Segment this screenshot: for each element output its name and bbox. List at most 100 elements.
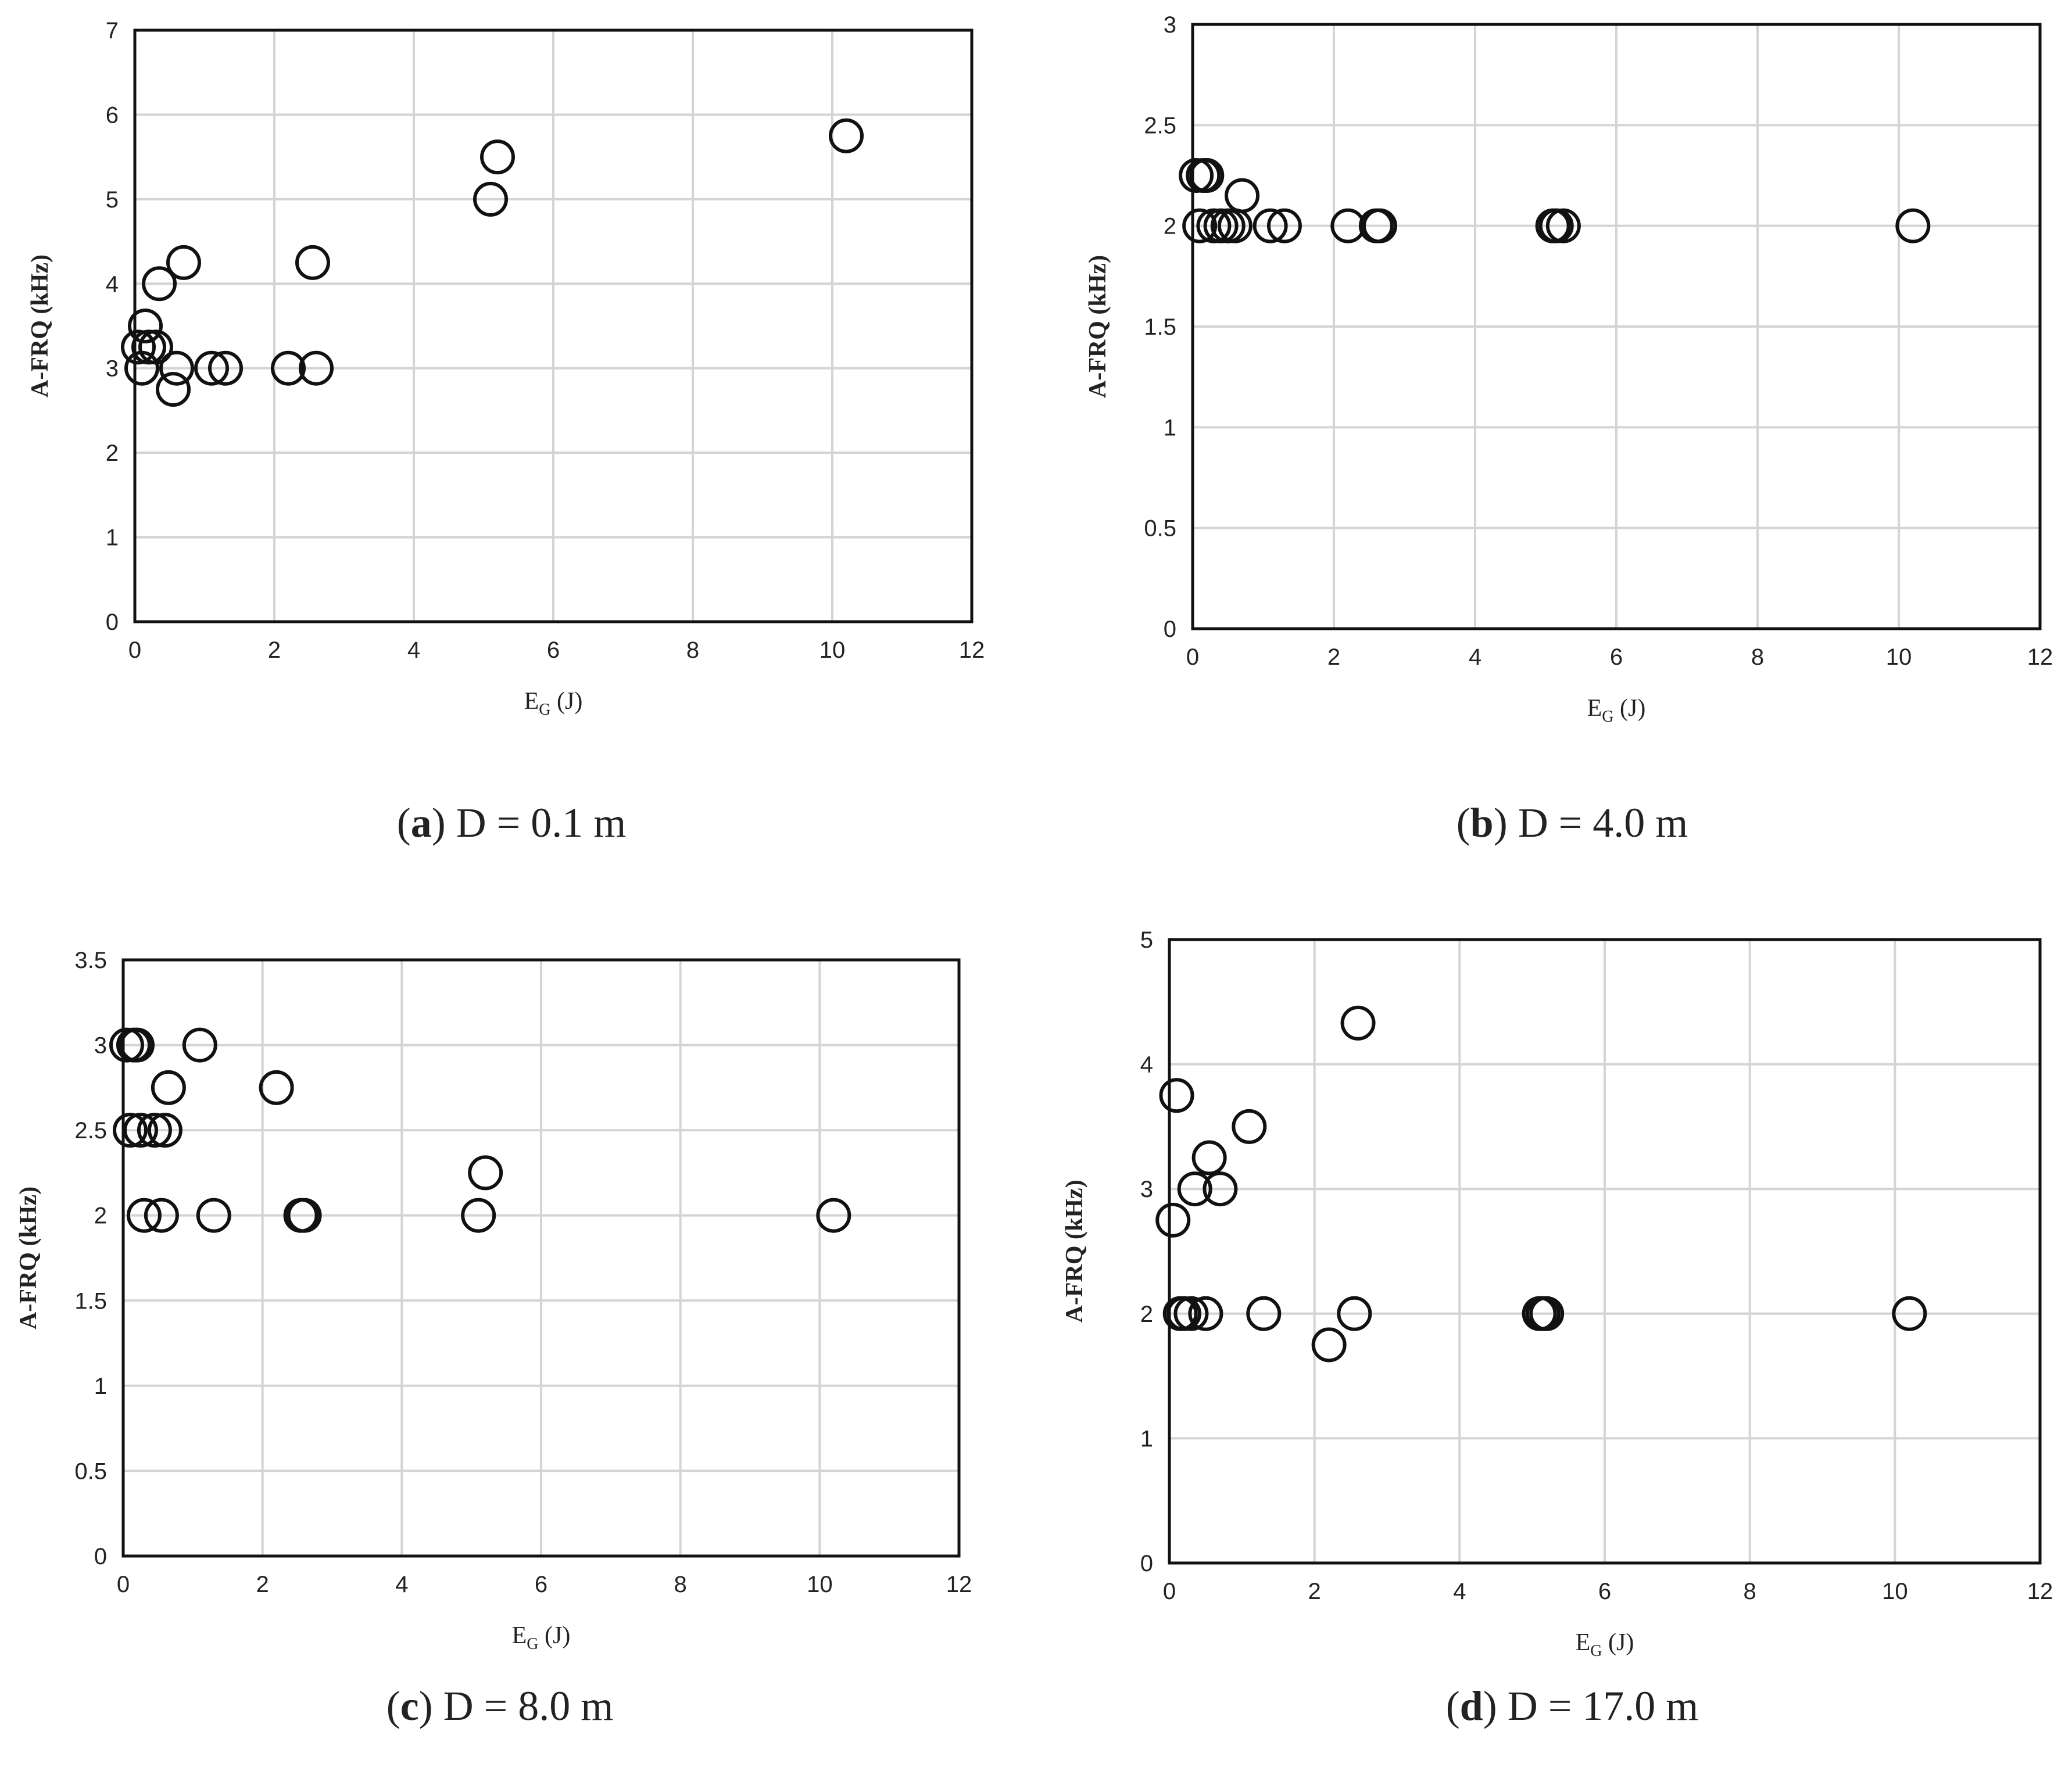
- caption-b: (b) D = 4.0 m: [1457, 800, 1688, 846]
- panel-c: 0 2 4 6 8 10 12 0 0.5 1 1.5 2 2.5 3 3.5 EG (J) A-FRQ (kH…: [15, 948, 972, 1653]
- x-tick-label: 8: [674, 1572, 687, 1597]
- x-tick-label: 4: [1453, 1579, 1466, 1604]
- y-axis-label: A-FRQ (kHz): [1061, 1180, 1088, 1322]
- y-axis-label: A-FRQ (kHz): [15, 1186, 42, 1329]
- data-point: [1173, 1296, 1209, 1331]
- y-tick-label: 2: [1140, 1302, 1153, 1327]
- data-point: [480, 139, 515, 175]
- data-point: [1362, 208, 1397, 243]
- y-tick-label: 0: [106, 610, 119, 635]
- x-tick-label: 8: [686, 637, 699, 663]
- x-tick-label: 2: [1308, 1579, 1321, 1604]
- caption-c: (c) D = 8.0 m: [387, 1683, 614, 1729]
- data-point: [1189, 158, 1225, 193]
- x-tick-label: 8: [1744, 1579, 1756, 1604]
- y-tick-label: 1: [1140, 1426, 1153, 1451]
- plot-frame: [1168, 938, 2042, 1565]
- data-point: [128, 309, 163, 343]
- x-tick-label: 0: [128, 637, 141, 663]
- y-tick-label: 2.5: [74, 1118, 107, 1143]
- x-axis-label: EG (J): [1587, 695, 1646, 726]
- data-point: [137, 1113, 172, 1148]
- data-point: [142, 266, 177, 302]
- x-tick-label: 0: [117, 1572, 130, 1597]
- plot-frame: [133, 28, 974, 623]
- y-tick-label: 5: [106, 187, 119, 213]
- data-point: [196, 1198, 231, 1233]
- data-point: [156, 372, 191, 407]
- y-tick-label: 0.5: [74, 1458, 107, 1484]
- y-tick-label: 2.5: [1144, 113, 1176, 138]
- data-point: [126, 1198, 162, 1233]
- data-point: [138, 329, 173, 365]
- y-tick-label: 1: [94, 1374, 107, 1399]
- x-axis-label: EG (J): [524, 688, 583, 719]
- y-tick-label: 2: [1164, 214, 1176, 239]
- data-point: [121, 329, 156, 365]
- plot-frame: [1191, 23, 2042, 630]
- y-tick-label: 5: [1140, 927, 1153, 953]
- data-point: [1232, 1109, 1267, 1144]
- y-tick-label: 0: [94, 1544, 107, 1569]
- data-point: [144, 1198, 179, 1233]
- y-tick-label: 6: [106, 102, 119, 128]
- x-tick-label: 2: [256, 1572, 269, 1597]
- data-point: [299, 350, 334, 386]
- x-axis-label: EG (J): [1576, 1629, 1634, 1660]
- y-tick-label: 7: [106, 18, 119, 44]
- plot-frame: [121, 958, 961, 1558]
- y-tick-label: 3: [1164, 12, 1176, 38]
- data-point: [271, 350, 306, 386]
- y-tick-label: 1.5: [1144, 314, 1176, 340]
- x-tick-label: 12: [946, 1572, 972, 1597]
- data-point: [194, 350, 229, 386]
- y-tick-label: 4: [1140, 1052, 1153, 1078]
- data-point: [1159, 1078, 1194, 1113]
- data-point: [1895, 208, 1931, 243]
- x-tick-label: 0: [1163, 1579, 1176, 1604]
- x-tick-label: 6: [535, 1572, 547, 1597]
- y-tick-label: 0.5: [1144, 516, 1176, 542]
- data-point: [259, 1070, 294, 1105]
- y-tick-label: 3: [94, 1033, 107, 1059]
- data-point: [468, 1155, 503, 1191]
- y-tick-label: 4: [106, 271, 119, 297]
- data-point: [1311, 1327, 1347, 1363]
- y-axis-label: A-FRQ (kHz): [1085, 255, 1111, 398]
- data-point: [182, 1027, 217, 1063]
- data-point: [1203, 1171, 1238, 1207]
- data-point: [816, 1198, 851, 1233]
- x-tick-label: 10: [807, 1572, 833, 1597]
- y-tick-label: 2: [94, 1203, 107, 1229]
- data-point: [1252, 208, 1288, 243]
- data-point: [1191, 1140, 1227, 1175]
- data-point: [1529, 1296, 1565, 1331]
- data-point: [123, 1113, 158, 1148]
- data-point: [295, 245, 330, 280]
- data-point: [461, 1198, 496, 1233]
- x-tick-label: 6: [547, 637, 560, 663]
- data-point: [147, 1113, 182, 1148]
- y-axis-label: A-FRQ (kHz): [27, 254, 53, 397]
- y-tick-label: 0: [1164, 616, 1176, 642]
- data-point: [119, 1027, 155, 1063]
- data-point: [151, 1070, 186, 1105]
- caption-a: (a) D = 0.1 m: [397, 800, 627, 846]
- data-point: [1188, 1296, 1223, 1331]
- data-point: [473, 181, 508, 217]
- y-tick-label: 0: [1140, 1551, 1153, 1576]
- x-tick-label: 6: [1610, 644, 1623, 670]
- data-point: [159, 350, 194, 386]
- x-tick-label: 0: [1186, 644, 1199, 670]
- data-point: [829, 118, 864, 153]
- data-point: [1182, 208, 1218, 243]
- data-point: [1340, 1005, 1376, 1041]
- data-point: [1337, 1296, 1372, 1331]
- y-tick-label: 2: [106, 440, 119, 466]
- x-tick-label: 2: [268, 637, 281, 663]
- caption-d: (d) D = 17.0 m: [1446, 1683, 1699, 1729]
- data-point: [1225, 178, 1260, 213]
